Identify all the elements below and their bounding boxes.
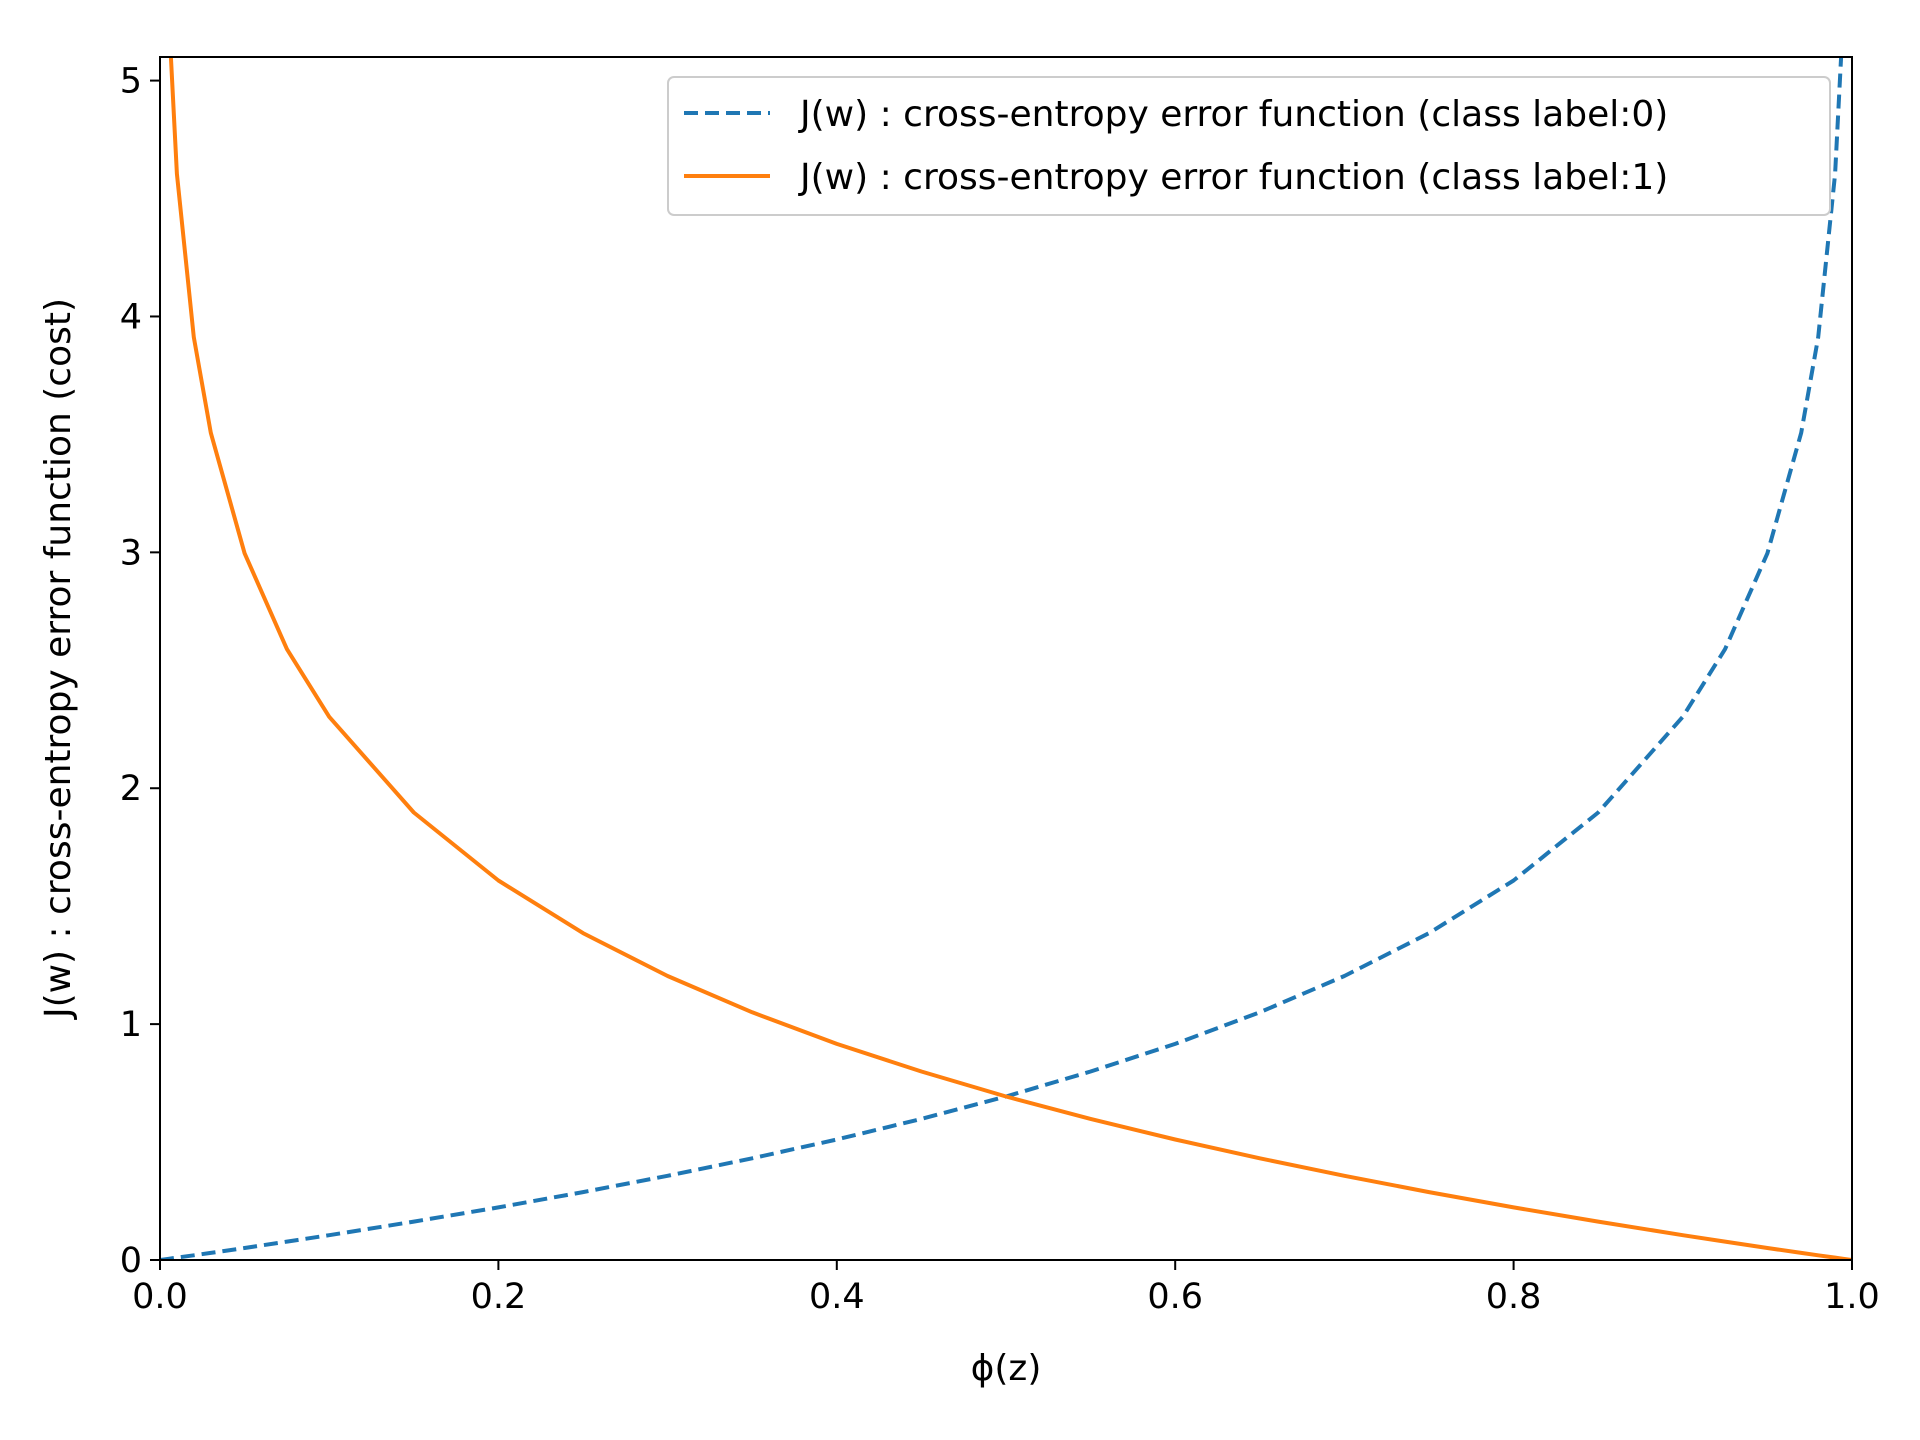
y-tick-label: 3 (120, 533, 142, 573)
x-tick-label: 1.0 (1824, 1277, 1880, 1317)
x-tick-label: 0.4 (809, 1277, 865, 1317)
legend-box (667, 76, 1831, 216)
x-axis-label: ϕ(z) (971, 1348, 1042, 1389)
y-tick-label: 5 (120, 62, 142, 102)
y-tick-label: 0 (120, 1241, 142, 1281)
legend: J(w) : cross-entropy error function (cla… (667, 76, 1831, 216)
legend-label-class-1: J(w) : cross-entropy error function (cla… (798, 157, 1668, 198)
x-tick-label: 0.6 (1147, 1277, 1203, 1317)
y-tick-label: 2 (120, 769, 142, 809)
series-line-class-1 (168, 57, 1852, 1260)
y-axis-label: J(w) : cross-entropy error function (cos… (38, 298, 79, 1020)
axes-frame (159, 56, 1853, 1261)
x-tick-label: 0.2 (471, 1277, 527, 1317)
y-tick-label: 1 (120, 1005, 142, 1045)
series-layer (160, 57, 1852, 1260)
x-tick-label: 0.0 (132, 1277, 188, 1317)
x-axis-ticks: 0.0 0.2 0.4 0.6 0.8 1.0 (132, 1260, 1880, 1317)
plot-area (160, 57, 1852, 1260)
y-axis-ticks: 0 1 2 3 4 5 (120, 62, 160, 1281)
x-tick-label: 0.8 (1486, 1277, 1542, 1317)
y-tick-label: 4 (120, 297, 142, 337)
legend-label-class-0: J(w) : cross-entropy error function (cla… (798, 94, 1668, 135)
